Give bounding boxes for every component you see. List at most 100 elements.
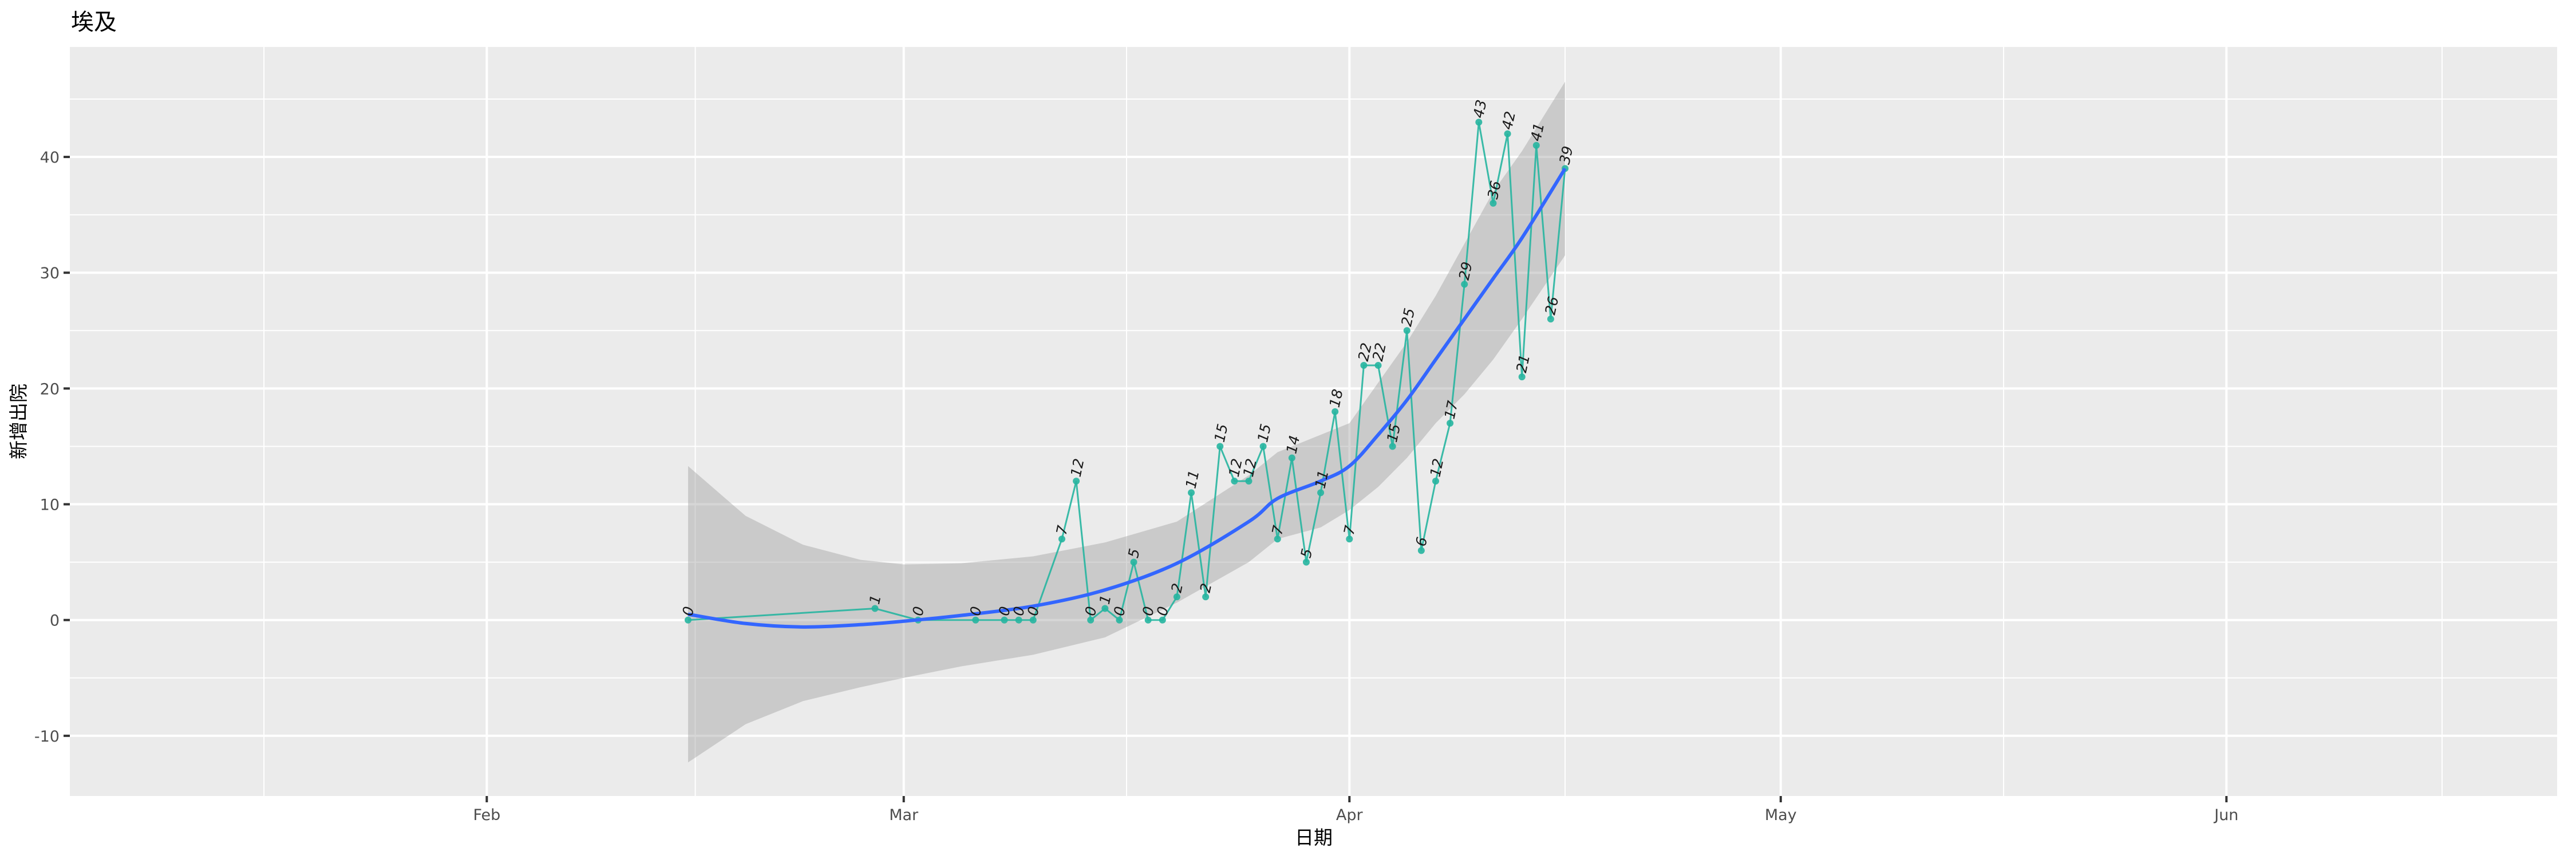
data-label: 18 bbox=[1326, 388, 1346, 409]
x-tick-label: Apr bbox=[1336, 806, 1364, 824]
data-point bbox=[1259, 443, 1267, 450]
data-label: 0 bbox=[909, 605, 927, 617]
data-label: 0 bbox=[1111, 605, 1129, 617]
data-point bbox=[684, 616, 692, 624]
data-label: 2 bbox=[1197, 582, 1215, 594]
smooth-line bbox=[688, 167, 1567, 629]
data-point bbox=[1087, 616, 1095, 624]
data-label: 0 bbox=[995, 605, 1014, 617]
data-point bbox=[1216, 443, 1224, 450]
y-tick-label: 20 bbox=[40, 380, 60, 398]
x-axis-title: 日期 bbox=[1295, 826, 1333, 849]
x-tick-label: Feb bbox=[473, 806, 500, 824]
data-label: 7 bbox=[1269, 524, 1287, 537]
data-point bbox=[1231, 478, 1238, 485]
data-point bbox=[1447, 420, 1454, 427]
data-point bbox=[1274, 535, 1281, 543]
data-label: 11 bbox=[1312, 468, 1332, 490]
data-label: 15 bbox=[1211, 423, 1231, 444]
data-label: 17 bbox=[1441, 399, 1461, 420]
data-point bbox=[1547, 316, 1554, 323]
data-point bbox=[1144, 616, 1152, 624]
data-label: 26 bbox=[1542, 295, 1562, 316]
data-point bbox=[1159, 616, 1166, 624]
data-point bbox=[1015, 616, 1022, 624]
data-label: 0 bbox=[1010, 605, 1028, 617]
data-label: 14 bbox=[1283, 434, 1303, 455]
y-tick-label: 40 bbox=[40, 149, 60, 167]
data-point bbox=[1073, 478, 1080, 485]
y-tick-label: 10 bbox=[40, 497, 60, 514]
y-axis: -10 0 10 20 30 40 bbox=[34, 149, 70, 746]
data-label: 21 bbox=[1513, 353, 1533, 374]
data-point bbox=[1518, 373, 1526, 381]
data-point bbox=[871, 605, 879, 612]
data-point bbox=[1245, 478, 1253, 485]
x-axis: Feb Mar Apr May Jun bbox=[473, 796, 2238, 824]
plot-panel bbox=[70, 47, 2557, 796]
major-gridlines bbox=[70, 47, 2557, 796]
data-point bbox=[1389, 443, 1396, 450]
data-label: 0 bbox=[967, 605, 985, 617]
data-point bbox=[1317, 489, 1325, 497]
data-label: 22 bbox=[1369, 341, 1389, 362]
loess-fit-line bbox=[688, 167, 1567, 629]
data-point bbox=[1504, 130, 1511, 137]
y-axis-title: 新增出院 bbox=[7, 384, 30, 459]
data-label: 12 bbox=[1068, 457, 1088, 478]
data-point bbox=[1029, 616, 1037, 624]
data-point bbox=[1346, 535, 1353, 543]
data-label: 5 bbox=[1125, 547, 1143, 559]
y-tick-label: 30 bbox=[40, 265, 60, 282]
data-label: 36 bbox=[1484, 179, 1504, 200]
data-labels: 010 0 000712010500211215121215714511187222… bbox=[679, 98, 1576, 617]
data-point bbox=[1188, 489, 1195, 497]
data-point bbox=[1001, 616, 1008, 624]
data-point bbox=[1432, 478, 1439, 485]
data-label: 41 bbox=[1527, 121, 1547, 143]
data-label: 12 bbox=[1240, 457, 1260, 478]
data-label: 1 bbox=[866, 593, 884, 606]
data-label: 6 bbox=[1412, 535, 1431, 548]
data-point bbox=[1461, 281, 1468, 288]
data-label: 7 bbox=[1341, 524, 1359, 537]
confidence-band bbox=[688, 81, 1566, 763]
confidence-band-area bbox=[688, 81, 1566, 763]
data-label: 22 bbox=[1355, 341, 1375, 362]
data-point bbox=[1360, 361, 1368, 369]
x-tick-label: Jun bbox=[2213, 806, 2238, 824]
y-tick-label: 0 bbox=[50, 612, 60, 630]
data-point bbox=[1490, 199, 1497, 207]
data-label: 43 bbox=[1470, 98, 1490, 120]
data-label: 5 bbox=[1297, 547, 1315, 559]
data-point bbox=[1101, 605, 1109, 612]
data-label: 0 bbox=[1139, 605, 1157, 617]
data-label: 0 bbox=[1024, 605, 1042, 617]
data-series bbox=[684, 119, 1569, 624]
data-label: 12 bbox=[1427, 457, 1447, 478]
data-label: 25 bbox=[1398, 306, 1418, 328]
data-label: 29 bbox=[1456, 261, 1476, 282]
data-point bbox=[1475, 119, 1483, 126]
data-label: 42 bbox=[1499, 110, 1519, 131]
data-label: 7 bbox=[1053, 524, 1071, 537]
data-point bbox=[1374, 361, 1382, 369]
data-point bbox=[1116, 616, 1123, 624]
data-label: 1 bbox=[1096, 593, 1115, 606]
chart-title: 埃及 bbox=[71, 9, 117, 36]
x-tick-label: Mar bbox=[889, 806, 919, 824]
data-label: 12 bbox=[1226, 457, 1246, 478]
data-label: 0 bbox=[1082, 605, 1100, 617]
data-point bbox=[1332, 408, 1339, 415]
data-point bbox=[1173, 593, 1180, 601]
x-tick-label: May bbox=[1765, 806, 1797, 824]
data-point bbox=[1202, 593, 1210, 601]
data-label: 0 bbox=[679, 605, 697, 617]
data-point bbox=[1403, 327, 1411, 334]
data-point bbox=[1417, 547, 1425, 554]
data-point bbox=[1532, 141, 1540, 149]
data-point bbox=[972, 616, 979, 624]
data-label: 15 bbox=[1384, 423, 1404, 444]
data-label: 15 bbox=[1254, 423, 1274, 444]
